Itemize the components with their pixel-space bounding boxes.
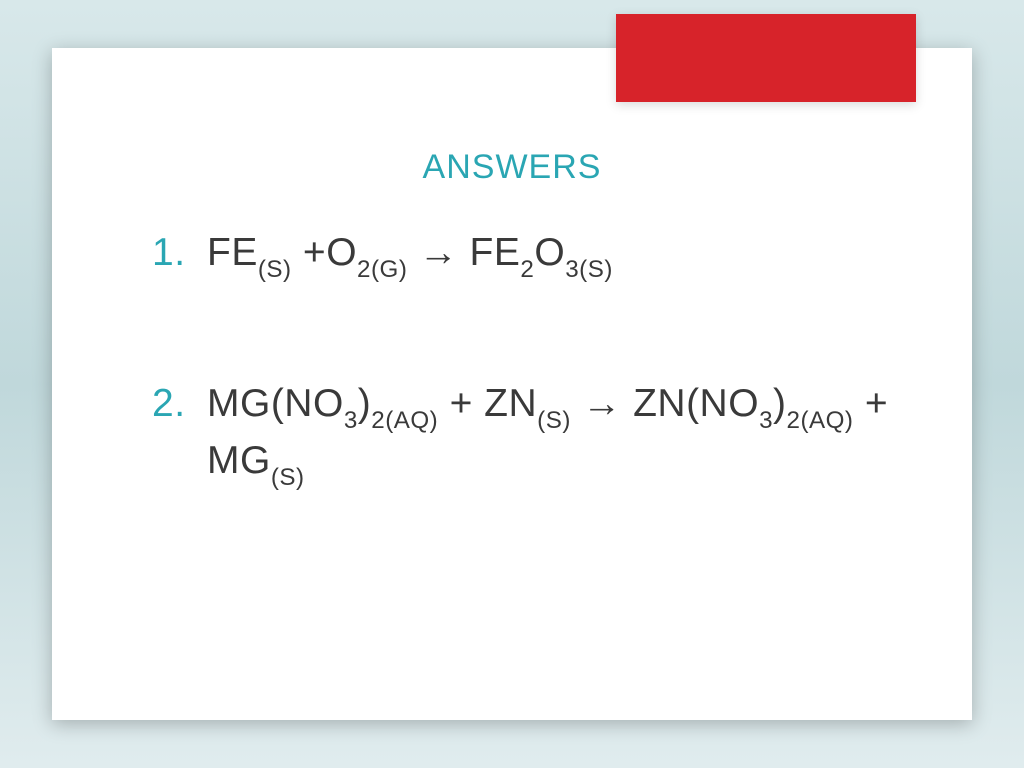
eq1-part: → FE	[407, 231, 520, 274]
answers-list: FE(S) +O2(G) → FE2O3(S) MG(NO3)2(AQ) + Z…	[152, 227, 902, 491]
eq2-state: (S)	[537, 407, 571, 434]
eq1-state: (S)	[258, 256, 292, 283]
accent-tab	[616, 14, 916, 102]
eq1-sub: 3(S)	[565, 256, 613, 283]
eq2-state: (S)	[271, 464, 305, 491]
answer-item-1: FE(S) +O2(G) → FE2O3(S)	[152, 227, 902, 283]
eq1-sub: 2	[520, 256, 534, 283]
eq1-part: O	[534, 231, 565, 274]
eq1-part: +O	[292, 231, 357, 274]
eq2-part: )	[358, 382, 372, 425]
eq2-sub: 3	[344, 407, 358, 434]
eq2-part: )	[773, 382, 787, 425]
slide-card: ANSWERS FE(S) +O2(G) → FE2O3(S) MG(NO3)2…	[52, 48, 972, 720]
eq2-part: → ZN(NO	[571, 382, 759, 425]
eq2-sub: 2(AQ)	[371, 407, 438, 434]
slide-content: FE(S) +O2(G) → FE2O3(S) MG(NO3)2(AQ) + Z…	[52, 227, 972, 491]
eq2-sub: 2(AQ)	[787, 407, 854, 434]
eq1-part: FE	[207, 231, 258, 274]
eq2-part: MG(NO	[207, 382, 344, 425]
answer-item-2: MG(NO3)2(AQ) + ZN(S) → ZN(NO3)2(AQ) + MG…	[152, 378, 902, 491]
slide-title: ANSWERS	[52, 148, 972, 187]
eq2-part: + ZN	[438, 382, 537, 425]
eq2-sub: 3	[759, 407, 773, 434]
eq1-sub: 2(G)	[357, 256, 407, 283]
